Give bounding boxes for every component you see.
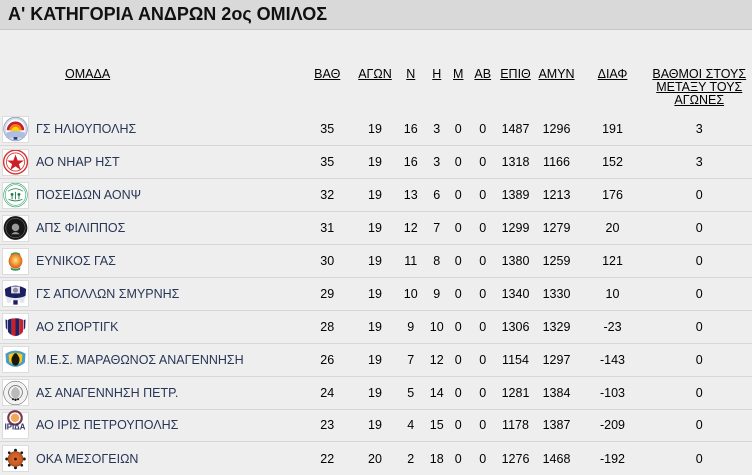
svg-text:ΙΡΙΔΑ: ΙΡΙΔΑ	[5, 423, 26, 432]
